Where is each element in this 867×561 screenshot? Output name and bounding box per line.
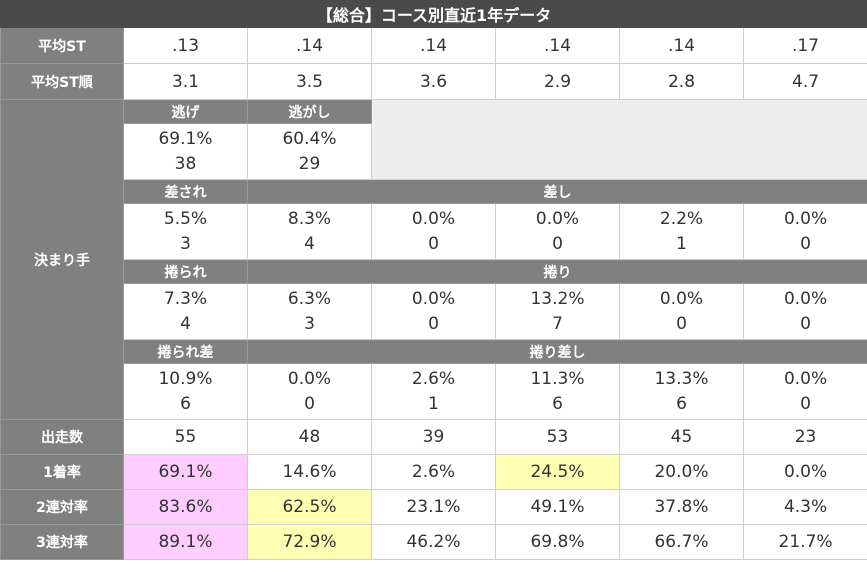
ren3-cell: 72.9%: [247, 524, 372, 560]
ren2-cell: 62.5%: [247, 489, 372, 525]
nige-label: 逃げ: [123, 99, 248, 124]
starts-cell: 39: [371, 419, 496, 455]
starts-cell: 48: [247, 419, 372, 455]
makurare-sashi-label: 捲られ差: [123, 339, 248, 364]
makuri-sashi-cell: 0.0% 0: [247, 363, 372, 420]
ren2-cell: 23.1%: [371, 489, 496, 525]
makuri-sashi-cell: 10.9% 6: [123, 363, 248, 420]
avg-st-rank-cell: 3.5: [247, 63, 372, 100]
makuri-cell: 0.0% 0: [742, 283, 867, 340]
win1-cell: 0.0%: [742, 454, 867, 490]
ren3-cell: 89.1%: [123, 524, 248, 560]
makuri-sashi-cell: 11.3% 6: [495, 363, 620, 420]
starts-cell: 55: [123, 419, 248, 455]
win1-cell: 24.5%: [495, 454, 620, 490]
ren2-cell: 4.3%: [742, 489, 867, 525]
ren2-cell: 49.1%: [495, 489, 620, 525]
row-header-kimarite: 決まり手: [0, 99, 124, 420]
avg-st-cell: .14: [619, 27, 744, 64]
ren3-cell: 69.8%: [495, 524, 620, 560]
ren2-cell: 83.6%: [123, 489, 248, 525]
empty-area: [370, 99, 867, 180]
starts-cell: 23: [742, 419, 867, 455]
makuri-label: 捲り: [246, 259, 867, 284]
row-header-ren3: 3連対率: [0, 524, 124, 560]
row-header-ren2: 2連対率: [0, 489, 124, 525]
win1-cell: 2.6%: [371, 454, 496, 490]
row-header-starts: 出走数: [0, 419, 124, 455]
makuri-cell: 0.0% 0: [371, 283, 496, 340]
avg-st-cell: .17: [742, 27, 867, 64]
sashi-cell: 0.0% 0: [742, 203, 867, 260]
avg-st-rank-cell: 2.9: [495, 63, 620, 100]
makuri-cell: 7.3% 4: [123, 283, 248, 340]
makuri-sashi-cell: 2.6% 1: [371, 363, 496, 420]
ren3-cell: 46.2%: [371, 524, 496, 560]
sashi-cell: 0.0% 0: [495, 203, 620, 260]
sasare-label: 差され: [123, 179, 248, 204]
makuri-cell: 0.0% 0: [619, 283, 744, 340]
ren2-cell: 37.8%: [619, 489, 744, 525]
makuri-sashi-cell: 0.0% 0: [742, 363, 867, 420]
makuri-sashi-label: 捲り差し: [246, 339, 867, 364]
makuri-cell: 13.2% 7: [495, 283, 620, 340]
sashi-cell: 5.5% 3: [123, 203, 248, 260]
avg-st-rank-cell: 3.1: [123, 63, 248, 100]
win1-cell: 20.0%: [619, 454, 744, 490]
ren3-cell: 66.7%: [619, 524, 744, 560]
avg-st-cell: .14: [371, 27, 496, 64]
sashi-label: 差し: [246, 179, 867, 204]
row-header-avg-st: 平均ST: [0, 27, 124, 64]
avg-st-cell: .14: [495, 27, 620, 64]
starts-cell: 45: [619, 419, 744, 455]
avg-st-cell: .13: [123, 27, 248, 64]
makurare-label: 捲られ: [123, 259, 248, 284]
sashi-cell: 0.0% 0: [371, 203, 496, 260]
makuri-cell: 6.3% 3: [247, 283, 372, 340]
win1-cell: 14.6%: [247, 454, 372, 490]
row-header-avg-st-rank: 平均ST順: [0, 63, 124, 100]
nigashi-cell: 60.4% 29: [247, 123, 372, 180]
avg-st-rank-cell: 2.8: [619, 63, 744, 100]
table-title: 【総合】コース別直近1年データ: [0, 0, 867, 28]
makuri-sashi-cell: 13.3% 6: [619, 363, 744, 420]
sashi-cell: 8.3% 4: [247, 203, 372, 260]
row-header-win1: 1着率: [0, 454, 124, 490]
nigashi-label: 逃がし: [247, 99, 372, 124]
sashi-cell: 2.2% 1: [619, 203, 744, 260]
ren3-cell: 21.7%: [742, 524, 867, 560]
win1-cell: 69.1%: [123, 454, 248, 490]
avg-st-rank-cell: 4.7: [742, 63, 867, 100]
avg-st-cell: .14: [247, 27, 372, 64]
nige-cell: 69.1% 38: [123, 123, 248, 180]
starts-cell: 53: [495, 419, 620, 455]
avg-st-rank-cell: 3.6: [371, 63, 496, 100]
